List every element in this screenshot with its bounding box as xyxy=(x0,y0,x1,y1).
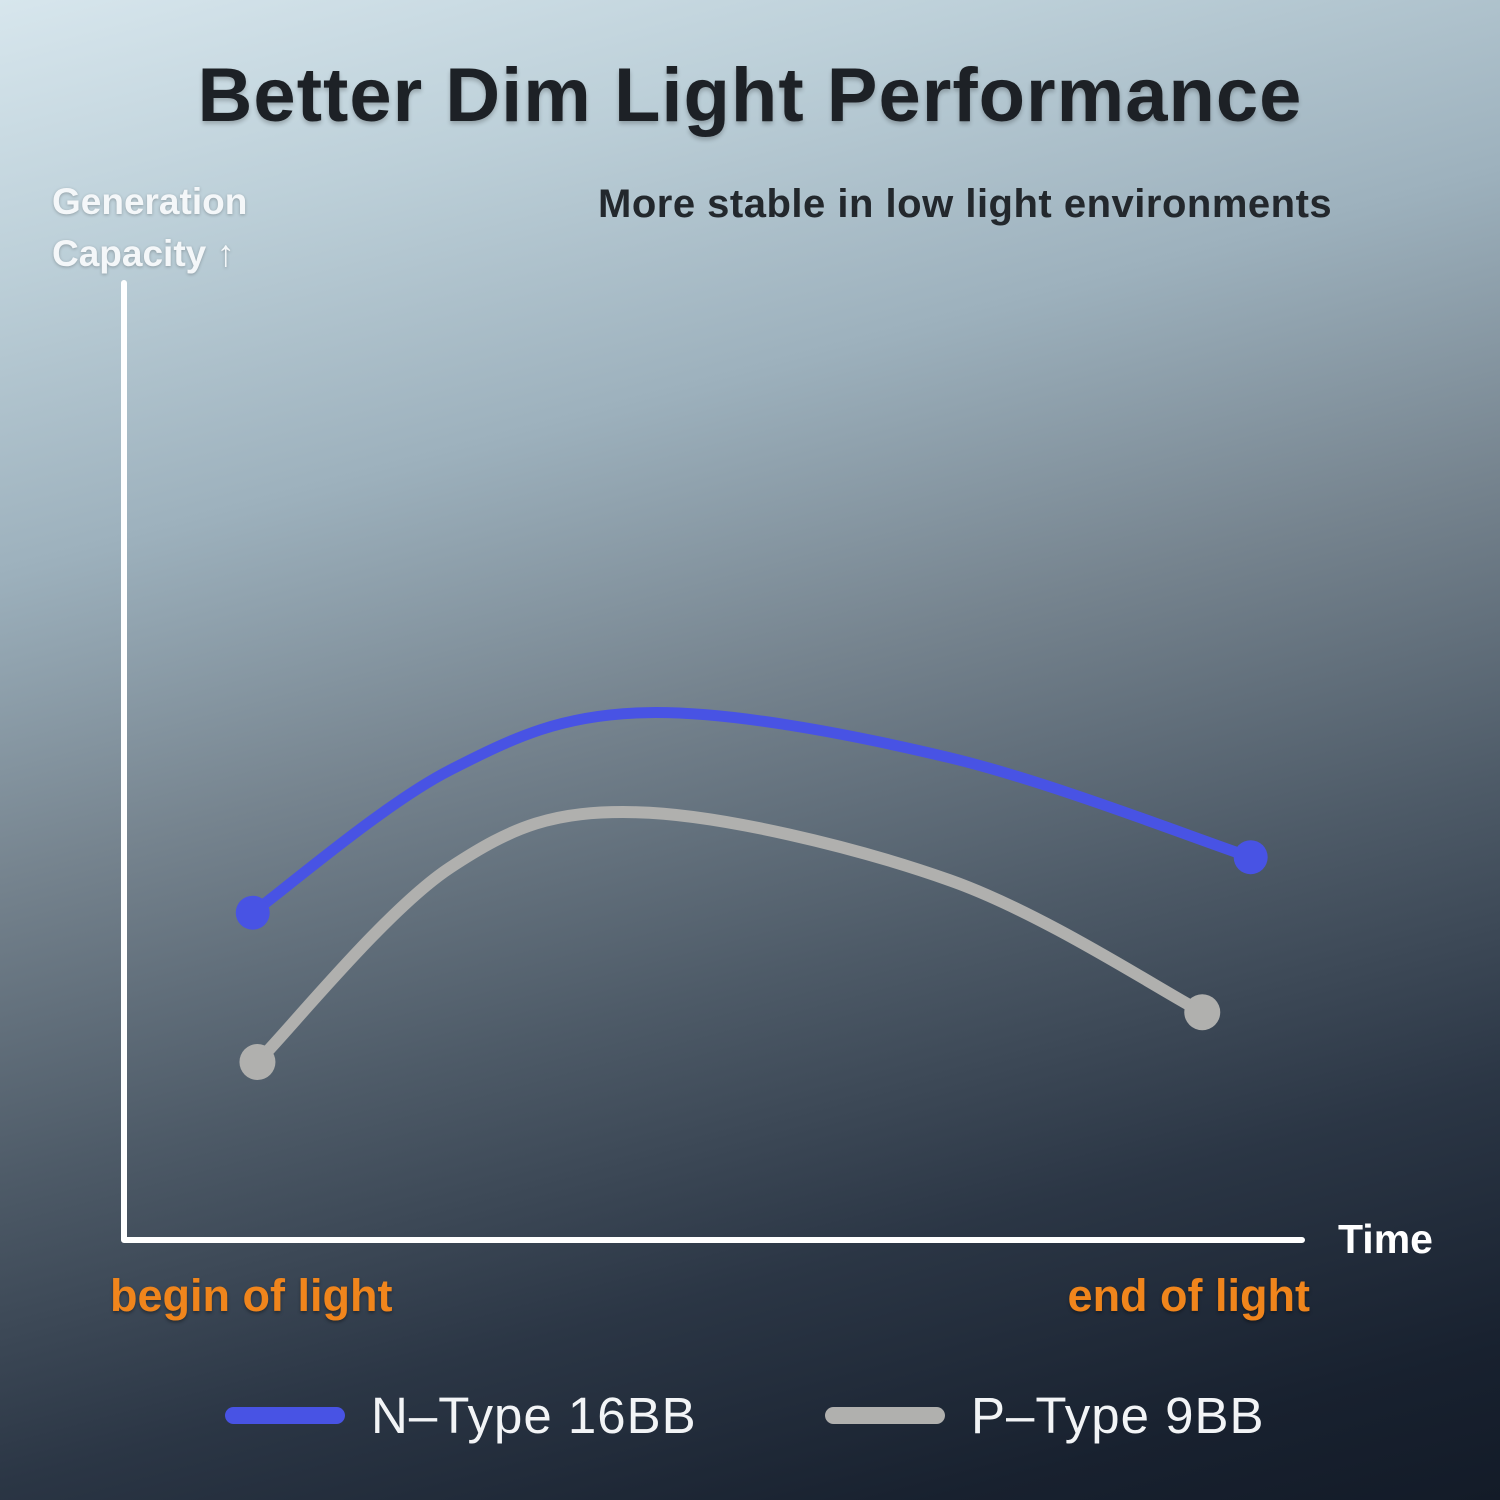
y-axis-label: Generation Capacity ↑ xyxy=(52,176,247,280)
y-axis-label-line1: Generation xyxy=(52,181,248,222)
axes-lines xyxy=(121,280,1305,1243)
y-axis-label-line2: Capacity ↑ xyxy=(52,233,236,274)
page-title: Better Dim Light Performance xyxy=(197,53,1303,138)
x-axis-end-label: end of light xyxy=(1067,1270,1310,1321)
chart-subtitle: More stable in low light environments xyxy=(598,182,1333,226)
chart-series-layer xyxy=(235,707,1268,1080)
series-endpoint-marker xyxy=(239,1043,276,1080)
legend-item-n-type: N–Type 16BB xyxy=(225,1383,697,1447)
n-type-legend-swatch xyxy=(225,1406,345,1424)
x-axis-label: Time xyxy=(1338,1216,1433,1262)
n-type-legend-label: N–Type 16BB xyxy=(371,1386,697,1444)
series-curve xyxy=(247,707,1257,919)
series-endpoint-marker xyxy=(1233,840,1268,875)
p-type-legend-swatch xyxy=(825,1406,945,1424)
series-endpoint-marker xyxy=(1184,994,1221,1031)
p-type-legend-label: P–Type 9BB xyxy=(971,1386,1265,1444)
series-curve xyxy=(251,806,1209,1068)
legend-item-p-type: P–Type 9BB xyxy=(825,1383,1265,1447)
x-axis-start-label: begin of light xyxy=(110,1270,393,1321)
series-endpoint-marker xyxy=(235,895,270,930)
